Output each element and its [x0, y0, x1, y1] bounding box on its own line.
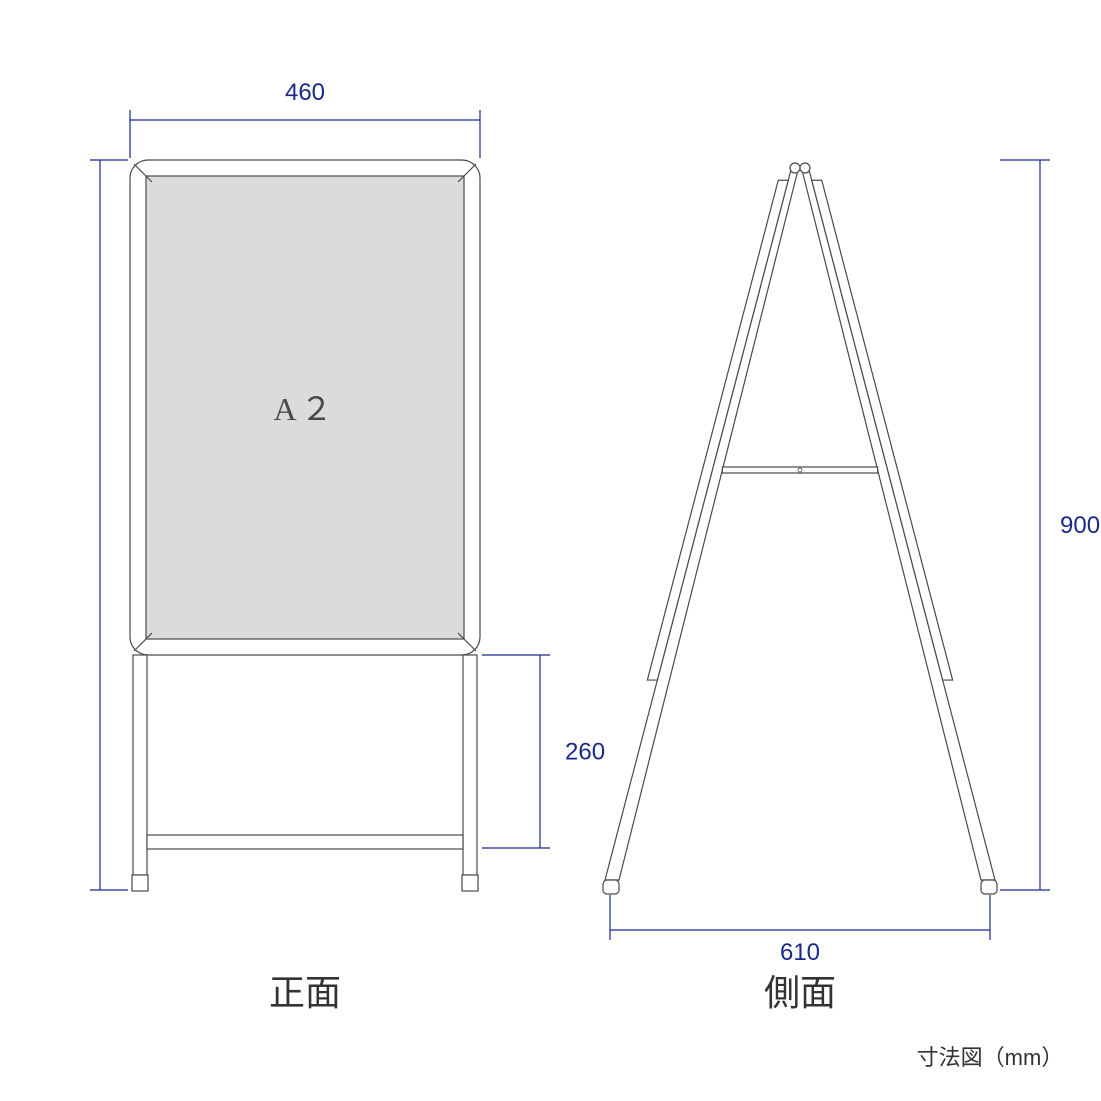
side-foot-left: [603, 880, 619, 894]
dim-value-height: 900: [1060, 512, 1100, 539]
side-leg-right: [801, 166, 995, 880]
dim-value-width: 460: [285, 79, 325, 106]
side-hinge-left: [790, 163, 800, 173]
front-foot-right: [462, 875, 478, 891]
side-panel-right: [812, 180, 953, 680]
side-foot-right: [981, 880, 997, 894]
front-view-label: 正面: [269, 972, 341, 1013]
side-leg-left: [605, 166, 799, 880]
side-panel-left: [647, 180, 788, 680]
panel-size-label: A２: [273, 391, 336, 427]
front-leg-right: [463, 655, 477, 875]
side-hinge-right: [800, 163, 810, 173]
side-view-label: 側面: [764, 972, 836, 1013]
side-crossbar-rivet: [798, 468, 802, 472]
dim-value-leg: 260: [565, 739, 605, 766]
dim-value-base: 610: [780, 939, 820, 966]
front-leg-left: [133, 655, 147, 875]
footer-units-label: 寸法図（mm）: [917, 1045, 1064, 1070]
front-crossbar: [147, 835, 463, 849]
front-foot-left: [132, 875, 148, 891]
